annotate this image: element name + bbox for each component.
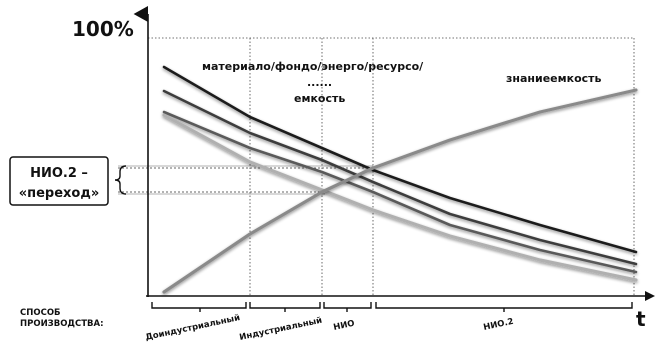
- era-dividers: [249, 38, 374, 296]
- bracket-nio2: [375, 302, 633, 309]
- resource-curve-3: [162, 110, 638, 274]
- bracket-industrial: [249, 302, 321, 309]
- callout-line2: «переход»: [19, 186, 100, 201]
- knowledge-intensity-label: знаниеемкость: [506, 72, 602, 85]
- resource-curve-4: [162, 113, 638, 282]
- resource-curves: [162, 65, 638, 282]
- era-label-preindustrial: Доиндустриальный: [145, 313, 242, 342]
- era-label-industrial: Индустриальный: [239, 316, 324, 342]
- transition-band: [118, 165, 373, 195]
- callout-brace: [114, 165, 127, 195]
- y-axis-max-label: 100%: [72, 17, 134, 41]
- bracket-preindustrial: [151, 302, 247, 309]
- x-axis-arrow: [645, 291, 655, 301]
- era-label-nio2: НИО.2: [483, 317, 515, 333]
- production-label-line1: СПОСОБ: [20, 308, 61, 318]
- era-brackets: [151, 302, 633, 312]
- era-label-nio: НИО: [333, 319, 356, 333]
- resource-intensity-label-line1: материало/фондо/энерго/ресурсо/: [202, 60, 424, 73]
- production-label-line2: ПРОИЗВОДСТВА:: [20, 319, 104, 329]
- callout-line1: НИО.2 –: [30, 166, 88, 181]
- x-axis-label: t: [636, 307, 646, 331]
- dotted-frame: [148, 37, 635, 296]
- resource-intensity-label-line2: емкость: [294, 92, 345, 105]
- resource-intensity-label-dots: ......: [307, 76, 332, 89]
- axes: [133, 6, 648, 297]
- resource-curve-2: [162, 89, 638, 266]
- callout-box: [9, 156, 109, 206]
- bracket-nio: [323, 302, 372, 309]
- knowledge-curve: [162, 88, 638, 294]
- resource-curve-1: [162, 65, 638, 254]
- transition-callout: НИО.2 – «переход»: [9, 156, 127, 206]
